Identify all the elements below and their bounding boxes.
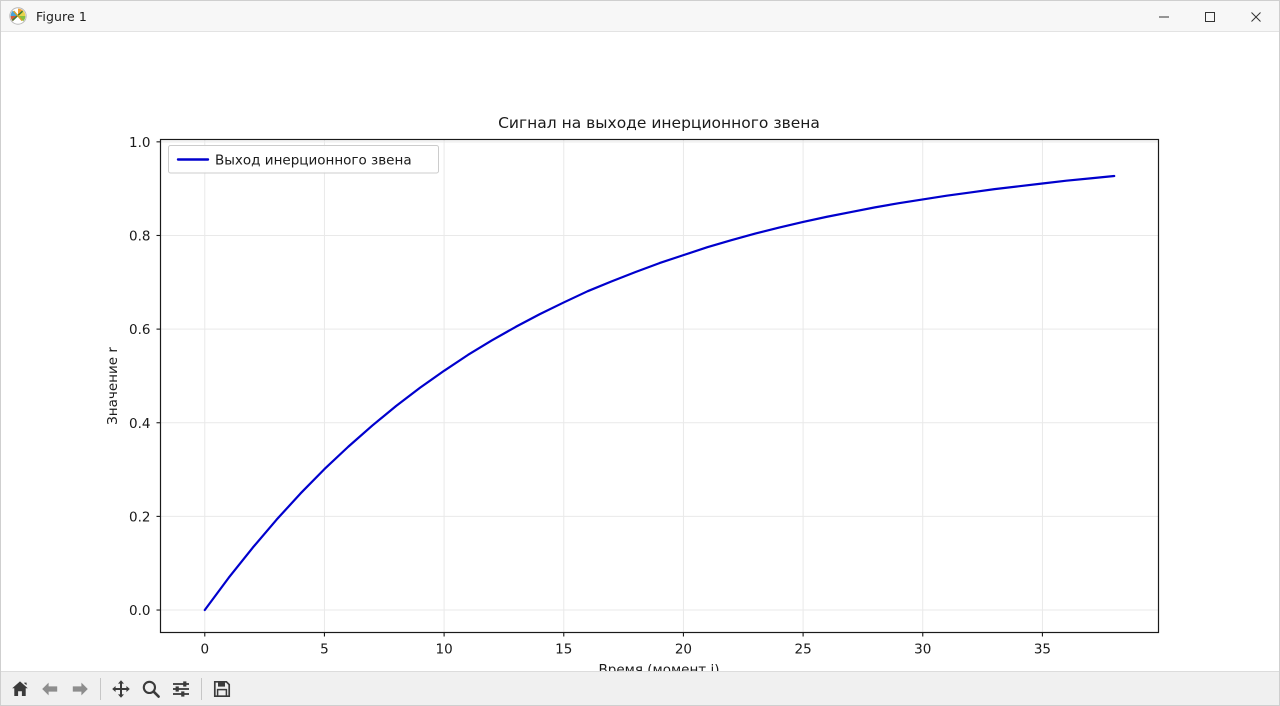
home-button[interactable]	[5, 674, 35, 704]
floppy-disk-icon	[212, 679, 232, 699]
sliders-icon	[171, 679, 191, 699]
minimize-button[interactable]	[1141, 1, 1187, 32]
y-tick-label: 0.0	[129, 603, 150, 619]
figure-canvas-area[interactable]: 0 5 10 15 20 25 30 35 0.0 0.2 0.4 0.6 0.8 1.0 Сигнал…	[1, 32, 1279, 671]
y-tick-label: 0.2	[129, 509, 150, 525]
matplotlib-figure[interactable]: 0 5 10 15 20 25 30 35 0.0 0.2 0.4 0.6 0.8 1.0 Сигнал…	[1, 32, 1279, 671]
maximize-button[interactable]	[1187, 1, 1233, 32]
arrow-left-icon	[40, 679, 60, 699]
axis-ticks	[156, 141, 1043, 637]
data-series-line	[203, 174, 1116, 612]
x-tick-label: 35	[1034, 642, 1051, 658]
legend-box	[168, 145, 439, 174]
x-tick-label: 10	[436, 642, 453, 658]
legend-label: Выход инерционного звена	[215, 153, 412, 169]
y-tick-label: 0.8	[129, 228, 150, 244]
back-button[interactable]	[35, 674, 65, 704]
y-tick-label: 0.6	[129, 322, 150, 338]
close-button[interactable]	[1233, 1, 1279, 32]
save-button[interactable]	[207, 674, 237, 704]
window-title: Figure 1	[36, 8, 87, 24]
move-icon	[111, 679, 131, 699]
toolbar-separator-2	[201, 677, 202, 700]
window-titlebar: Figure 1	[1, 1, 1279, 32]
toolbar-separator-1	[100, 677, 101, 700]
matplotlib-icon	[9, 7, 27, 25]
navigation-toolbar	[1, 671, 1279, 705]
y-tick-label: 0.4	[129, 416, 150, 432]
chart-legend: Выход инерционного звена	[168, 145, 439, 174]
x-axis-label: Время (момент i)	[599, 662, 720, 671]
pan-button[interactable]	[106, 674, 136, 704]
x-tick-label: 30	[914, 642, 931, 658]
x-tick-label: 0	[200, 642, 209, 658]
forward-button[interactable]	[65, 674, 95, 704]
y-tick-label: 1.0	[129, 135, 150, 151]
magnifier-icon	[141, 679, 161, 699]
x-tick-label: 20	[675, 642, 692, 658]
axes-frame	[159, 138, 1160, 634]
plot-gridlines	[160, 139, 1159, 633]
configure-subplots-button[interactable]	[166, 674, 196, 704]
x-tick-label: 5	[320, 642, 329, 658]
window-controls	[1141, 1, 1279, 32]
x-tick-labels: 0 5 10 15 20 25 30 35	[200, 642, 1051, 658]
y-axis-label: Значение r	[105, 347, 121, 425]
zoom-button[interactable]	[136, 674, 166, 704]
x-tick-label: 25	[795, 642, 812, 658]
x-tick-label: 15	[555, 642, 572, 658]
arrow-right-icon	[70, 679, 90, 699]
y-tick-labels: 0.0 0.2 0.4 0.6 0.8 1.0	[129, 135, 150, 619]
home-icon	[10, 679, 30, 699]
chart-title: Сигнал на выходе инерционного звена	[498, 114, 820, 132]
